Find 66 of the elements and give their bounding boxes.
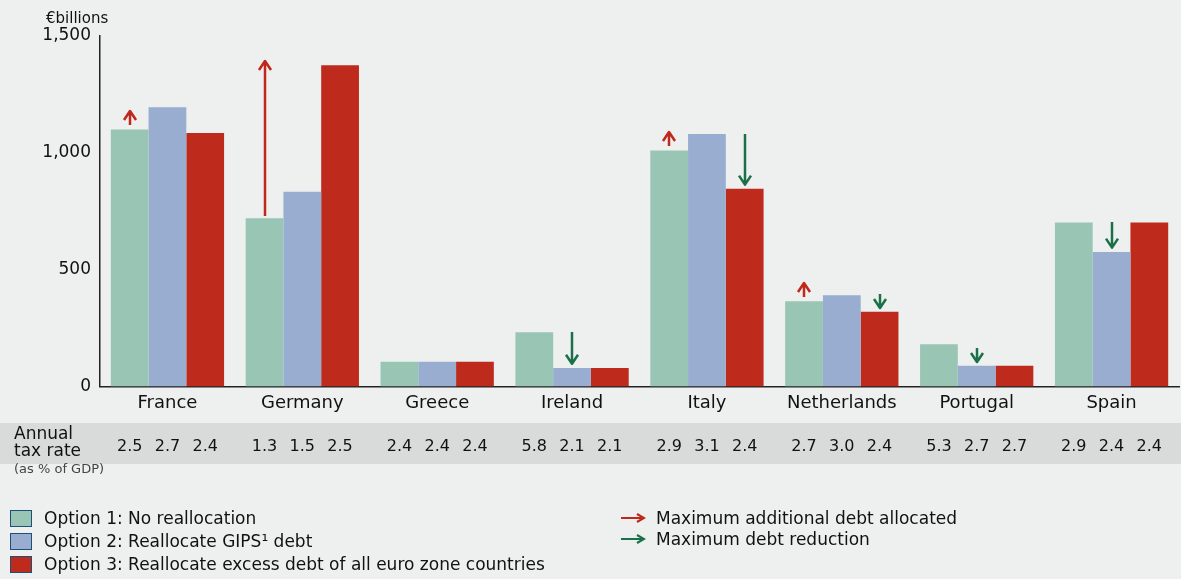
- bar: [957, 365, 996, 387]
- text: 2.4: [386, 435, 413, 455]
- x-tick-label: France: [137, 390, 198, 412]
- bar: [515, 332, 554, 387]
- text: 2.4: [1098, 435, 1125, 455]
- bar: [590, 367, 629, 387]
- text: 3.0: [829, 435, 855, 455]
- bar: [1054, 222, 1093, 387]
- text: 2.1: [559, 435, 585, 455]
- bar: [245, 218, 284, 387]
- text: 2.4: [192, 435, 218, 455]
- bar: [321, 65, 359, 387]
- text: (as % of GDP): [14, 461, 105, 476]
- text: Annual tax rate: [14, 423, 83, 460]
- text: 2.7: [791, 435, 817, 455]
- x-tick-label: Greece: [405, 390, 470, 412]
- text: 3.1: [694, 435, 720, 455]
- legend-label: Option 2: Reallocate GIPS¹ debt: [44, 531, 313, 551]
- bar: [1092, 252, 1131, 387]
- text: 2.4: [424, 435, 450, 455]
- text: 1.5: [289, 435, 316, 455]
- legend-label: Option 1: No reallocation: [44, 508, 257, 528]
- text: 2.7: [154, 435, 181, 455]
- bar: [380, 361, 419, 387]
- x-tick-label: Italy: [687, 390, 727, 412]
- x-tick-label: Spain: [1086, 390, 1137, 412]
- bar: [1130, 222, 1169, 387]
- bar: [650, 150, 689, 387]
- y-tick-label: 1,000: [42, 141, 91, 162]
- x-tick-label: Portugal: [939, 390, 1014, 412]
- bar: [148, 107, 187, 387]
- text: 2.4: [866, 435, 893, 455]
- y-tick-label: 0: [80, 374, 91, 395]
- bar: [456, 361, 494, 387]
- text: 2.4: [1136, 435, 1163, 455]
- bar: [785, 301, 823, 387]
- text: 2.1: [597, 435, 623, 455]
- text: 1.3: [251, 435, 278, 455]
- text: Maximum debt reduction: [656, 529, 870, 549]
- y-tick-label: 500: [58, 258, 91, 279]
- bar: [725, 188, 764, 387]
- bar: [995, 365, 1034, 387]
- bar: [920, 344, 958, 387]
- text: Maximum additional debt allocated: [656, 508, 958, 528]
- text: 5.3: [926, 435, 952, 455]
- text: 2.9: [656, 435, 682, 455]
- text: 2.5: [116, 435, 143, 455]
- text: 2.9: [1061, 435, 1087, 455]
- bar: [418, 361, 457, 387]
- text: 2.7: [1001, 435, 1028, 455]
- text: 5.8: [521, 435, 548, 455]
- text: 2.5: [327, 435, 353, 455]
- text: 2.4: [731, 435, 758, 455]
- text: 2.4: [462, 435, 488, 455]
- bar: [688, 134, 726, 387]
- bar: [822, 295, 861, 387]
- bar: [110, 129, 149, 387]
- legend-label: Option 3: Reallocate excess debt of all euro zone countries: [44, 554, 545, 574]
- bar: [553, 367, 591, 387]
- bar: [283, 191, 322, 387]
- bar: [186, 132, 225, 387]
- x-tick-label: Ireland: [540, 390, 604, 412]
- text: 2.7: [963, 435, 990, 455]
- bar: [860, 311, 899, 387]
- x-tick-label: Netherlands: [786, 390, 897, 412]
- x-tick-label: Germany: [260, 390, 345, 412]
